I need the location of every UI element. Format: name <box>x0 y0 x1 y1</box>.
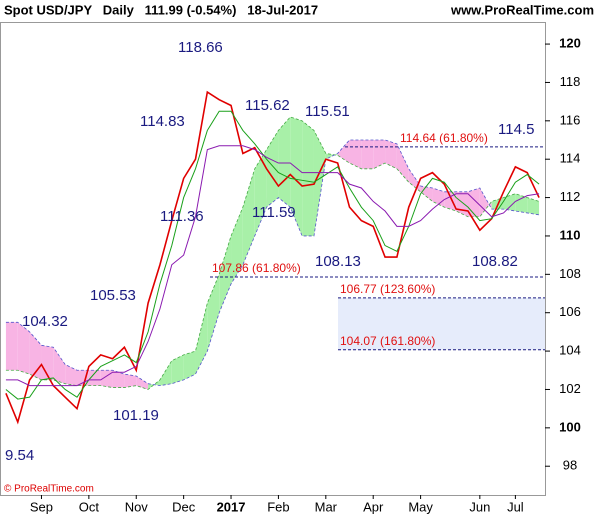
y-tick-label: 118 <box>560 74 581 89</box>
price-annotation: 115.62 <box>245 97 290 114</box>
cloud-segment <box>479 187 492 217</box>
cloud-segment <box>254 149 267 236</box>
cloud-segment <box>136 376 149 390</box>
price-annotation: 114.5 <box>498 121 534 138</box>
y-tick-label: 100 <box>559 419 581 434</box>
x-tick-label: Apr <box>363 499 384 514</box>
cloud-segment <box>302 120 314 236</box>
span-a <box>5 116 540 390</box>
cloud-segment <box>242 168 255 265</box>
y-tick-label: 110 <box>560 227 581 242</box>
cloud-segment <box>159 360 172 386</box>
price-annotation: 108.82 <box>472 253 518 270</box>
price-annotation: 118.66 <box>178 39 223 56</box>
cloud-segment <box>5 322 18 371</box>
fib-label: 106.77 (123.60%) <box>340 282 435 296</box>
cloud-segment <box>290 116 303 236</box>
span-b <box>5 139 540 387</box>
cloud-segment <box>195 303 208 375</box>
source: www.ProRealTime.com <box>450 2 594 17</box>
cloud-segment <box>17 322 30 375</box>
cloud-segment <box>65 364 78 386</box>
cloud-segment <box>207 274 220 352</box>
cloud-segment <box>112 370 125 388</box>
cloud-segment <box>503 193 516 212</box>
cloud-segment <box>361 140 374 169</box>
series-line <box>5 145 540 387</box>
x-tick-label: May <box>408 499 433 514</box>
price-annotation: 111.59 <box>252 204 296 221</box>
x-tick-label: Sep <box>30 499 53 514</box>
x-tick-label: 2017 <box>217 499 246 514</box>
y-tick-label: 102 <box>559 381 581 396</box>
cloud-segment <box>171 354 184 384</box>
plot-frame <box>0 22 546 496</box>
cloud-segment <box>444 191 457 212</box>
series-line <box>5 110 540 400</box>
cloud-segment <box>527 197 540 215</box>
cloud-segment <box>278 116 291 208</box>
x-tick-label: Feb <box>267 499 289 514</box>
cloud-segment <box>313 130 326 236</box>
cloud-segment <box>231 207 243 284</box>
cloud-segment <box>219 235 232 313</box>
y-tick-label: 104 <box>559 343 581 358</box>
x-tick-label: Jul <box>507 499 524 514</box>
y-tick-label: 120 <box>559 36 581 51</box>
price-annotation: 101.19 <box>113 407 159 424</box>
price-annotation: 115.51 <box>305 103 350 120</box>
cloud-segment <box>385 140 397 169</box>
fib-zone <box>338 297 545 350</box>
copyright: © ProRealTime.com <box>4 484 94 495</box>
x-tick-label: Dec <box>172 499 196 514</box>
fib-label: 104.07 (161.80%) <box>340 334 435 348</box>
y-tick-label: 106 <box>559 304 581 319</box>
cloud-segment <box>266 130 279 208</box>
y-tick-label: 116 <box>560 112 581 127</box>
price-annotation: 9.54 <box>5 447 34 464</box>
y-tick-label: 98 <box>563 458 577 473</box>
x-tick-label: Nov <box>125 499 149 514</box>
y-tick-label: 114 <box>560 151 581 166</box>
cloud-segment <box>183 351 196 380</box>
cloud-segment <box>467 187 480 217</box>
x-tick-label: Jun <box>469 499 490 514</box>
price-annotation: 114.83 <box>140 113 185 130</box>
price-annotation: 105.53 <box>90 287 136 304</box>
x-tick-label: Mar <box>315 499 338 514</box>
cloud-segment <box>396 143 409 183</box>
cloud-segment <box>53 347 66 384</box>
fib-label: 107.86 (61.80%) <box>212 261 301 275</box>
cloud-segment <box>515 193 528 213</box>
fib-label: 114.64 (61.80%) <box>400 131 488 145</box>
price-annotation: 104.32 <box>22 313 68 330</box>
price-annotation: 111.36 <box>160 208 204 225</box>
y-tick-label: 112 <box>560 189 581 204</box>
chart-title: Spot USD/JPY Daily 111.99 (-0.54%) 18-Ju… <box>4 2 318 17</box>
cloud-segment <box>337 140 350 164</box>
cloud-segment <box>88 370 101 386</box>
price-annotation: 108.13 <box>315 253 361 270</box>
x-tick-label: Oct <box>79 499 100 514</box>
y-tick-label: 108 <box>559 266 581 281</box>
cloud-segment <box>124 374 137 388</box>
